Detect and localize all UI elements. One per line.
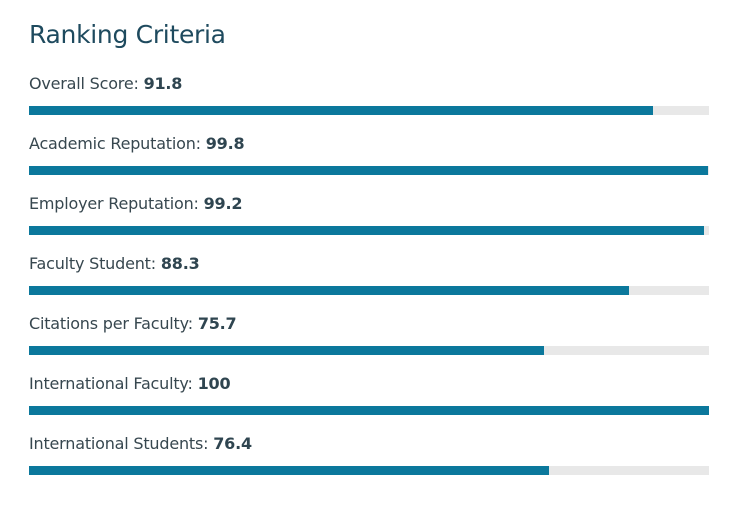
label-separator: : (187, 314, 198, 333)
bar-fill (29, 406, 709, 415)
bar-fill (29, 286, 630, 295)
criterion-row: International Faculty: 100 (29, 373, 709, 415)
bar-fill (29, 226, 704, 235)
criterion-row: Overall Score: 91.8 (29, 73, 709, 115)
criterion-row: Citations per Faculty: 75.7 (29, 313, 709, 355)
criterion-label: Employer Reputation: 99.2 (29, 193, 709, 215)
bar-track (29, 406, 709, 415)
bar-track (29, 166, 709, 175)
criterion-label: Citations per Faculty: 75.7 (29, 313, 709, 335)
bar-fill (29, 346, 544, 355)
label-separator: : (133, 74, 144, 93)
bar-fill (29, 106, 654, 115)
criterion-row: International Students: 76.4 (29, 433, 709, 475)
criterion-name: Employer Reputation (29, 194, 194, 213)
bar-fill (29, 166, 708, 175)
criterion-label: Academic Reputation: 99.8 (29, 133, 709, 155)
bar-track (29, 466, 709, 475)
label-separator: : (187, 374, 198, 393)
criterion-name: Academic Reputation (29, 134, 196, 153)
bar-track (29, 226, 709, 235)
criterion-value: 99.8 (205, 134, 245, 153)
criterion-row: Academic Reputation: 99.8 (29, 133, 709, 175)
criterion-label: International Students: 76.4 (29, 433, 709, 455)
criterion-value: 99.2 (203, 194, 243, 213)
criterion-label: Faculty Student: 88.3 (29, 253, 709, 275)
criterion-label: Overall Score: 91.8 (29, 73, 709, 95)
criterion-name: International Students (29, 434, 204, 453)
criterion-value: 88.3 (160, 254, 200, 273)
criterion-value: 91.8 (143, 74, 183, 93)
label-separator: : (150, 254, 161, 273)
label-separator: : (203, 434, 214, 453)
label-separator: : (195, 134, 206, 153)
criterion-value: 76.4 (213, 434, 252, 453)
criterion-row: Faculty Student: 88.3 (29, 253, 709, 295)
criterion-value: 100 (197, 374, 231, 393)
criterion-name: Overall Score (29, 74, 134, 93)
criterion-name: Citations per Faculty (29, 314, 188, 333)
bar-fill (29, 466, 549, 475)
chart-title: Ranking Criteria (29, 20, 226, 49)
criterion-row: Employer Reputation: 99.2 (29, 193, 709, 235)
label-separator: : (193, 194, 204, 213)
criterion-name: International Faculty (29, 374, 188, 393)
bar-track (29, 106, 709, 115)
criterion-value: 75.7 (197, 314, 237, 333)
bar-track (29, 346, 709, 355)
criterion-label: International Faculty: 100 (29, 373, 709, 395)
bar-track (29, 286, 709, 295)
criterion-name: Faculty Student (29, 254, 151, 273)
